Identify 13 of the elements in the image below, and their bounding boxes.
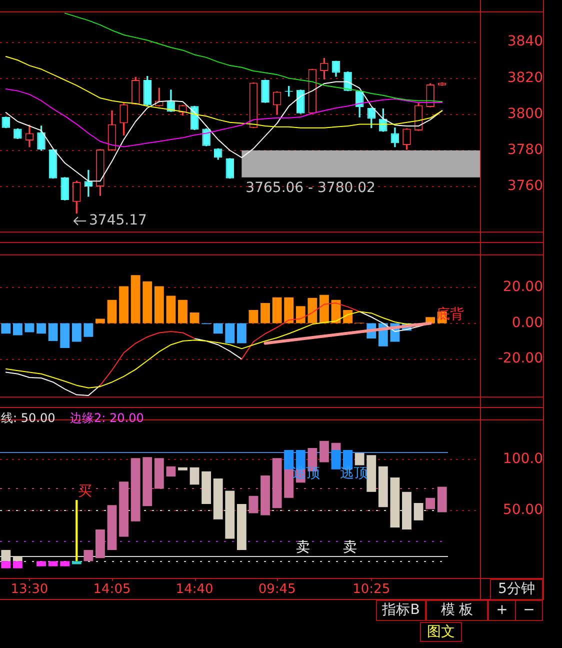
text: − xyxy=(515,600,543,621)
y-tick-label: 3840 xyxy=(507,34,543,50)
text: + xyxy=(488,600,516,621)
text: 图文 xyxy=(420,622,462,642)
y-tick-label: 3780 xyxy=(507,142,543,158)
band-label: 3765.06 - 3780.02 xyxy=(246,180,376,196)
y-tick-label: 3800 xyxy=(507,106,543,122)
text: 模 板 xyxy=(426,600,488,621)
y-tick-label: 3760 xyxy=(507,178,543,194)
y-tick-label: 3820 xyxy=(507,70,543,86)
annotation: 3745.17 xyxy=(89,212,147,229)
candlestick xyxy=(84,170,93,197)
text: 指标B xyxy=(376,600,426,621)
